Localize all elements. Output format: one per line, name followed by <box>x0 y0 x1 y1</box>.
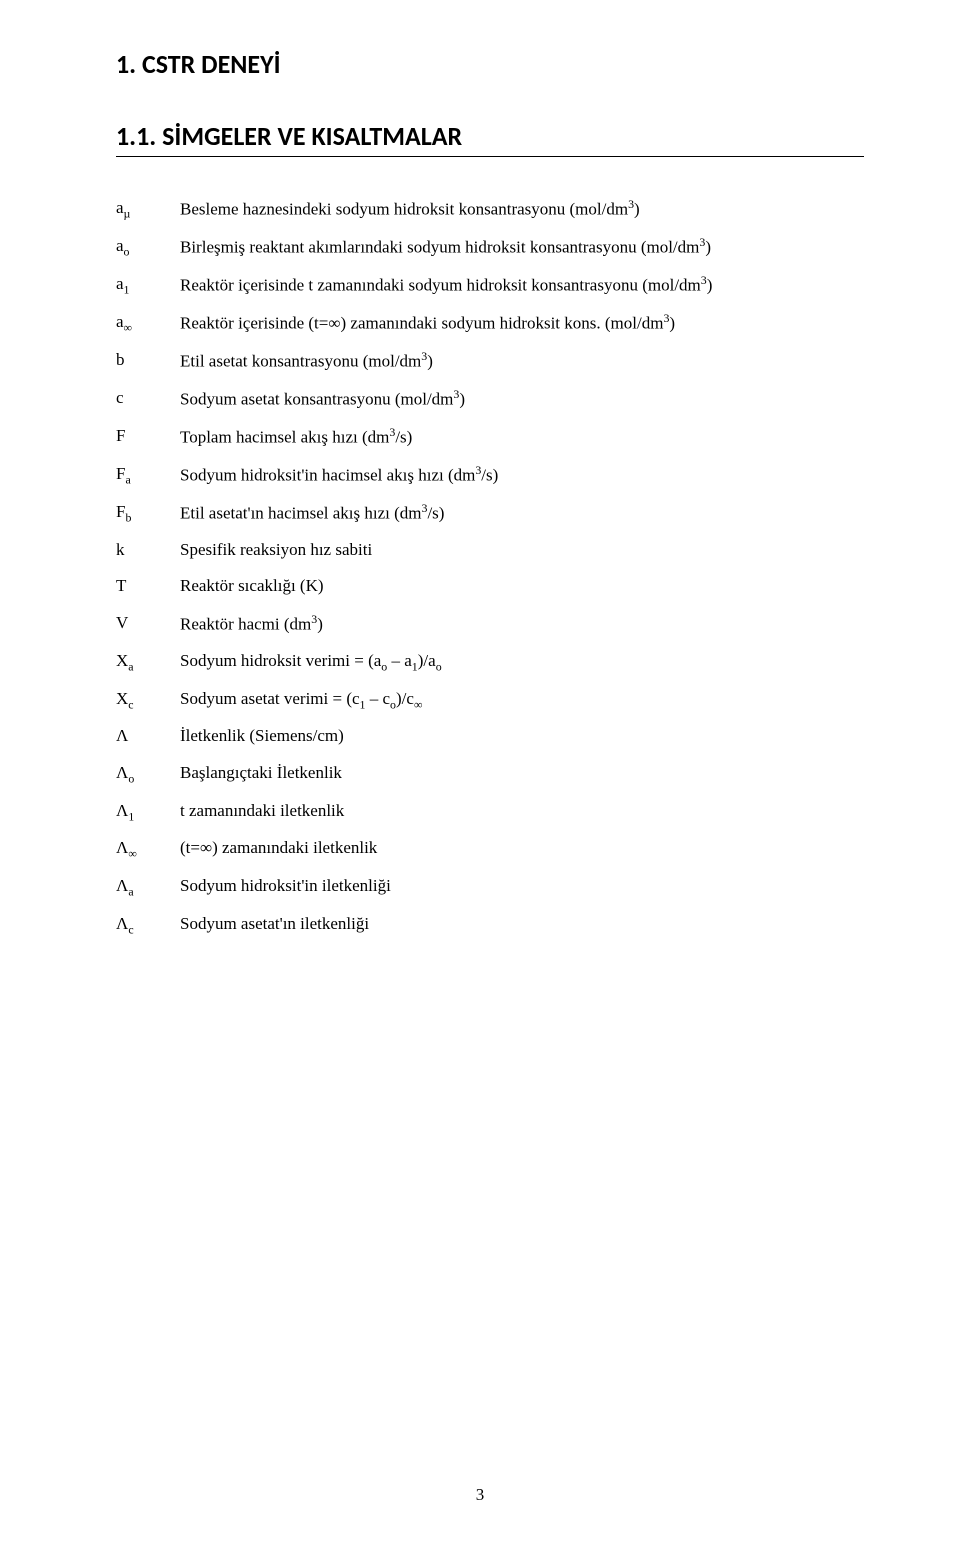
description-cell: Sodyum asetat konsantrasyonu (mol/dm3) <box>180 385 864 423</box>
symbol-row: bEtil asetat konsantrasyonu (mol/dm3) <box>116 347 864 385</box>
symbol-row: a1Reaktör içerisinde t zamanındaki sodyu… <box>116 271 864 309</box>
symbol-cell: F <box>116 423 180 461</box>
symbol-row: ΛoBaşlangıçtaki İletkenlik <box>116 760 864 798</box>
symbol-row: cSodyum asetat konsantrasyonu (mol/dm3) <box>116 385 864 423</box>
symbol-row: FbEtil asetat'ın hacimsel akış hızı (dm3… <box>116 499 864 537</box>
description-cell: Başlangıçtaki İletkenlik <box>180 760 864 798</box>
symbol-cell: Xc <box>116 686 180 724</box>
symbol-row: ΛaSodyum hidroksit'in iletkenliği <box>116 873 864 911</box>
symbol-cell: Λc <box>116 911 180 949</box>
symbol-row: Λ∞(t=∞) zamanındaki iletkenlik <box>116 835 864 873</box>
symbol-row: XcSodyum asetat verimi = (c1 – co)/c∞ <box>116 686 864 724</box>
symbol-cell: k <box>116 537 180 573</box>
symbol-row: Λ1t zamanındaki iletkenlik <box>116 798 864 836</box>
symbol-cell: a∞ <box>116 309 180 347</box>
description-cell: Sodyum asetat'ın iletkenliği <box>180 911 864 949</box>
symbol-cell: T <box>116 573 180 609</box>
symbol-cell: aµ <box>116 195 180 233</box>
symbol-cell: Λ∞ <box>116 835 180 873</box>
symbol-row: FaSodyum hidroksit'in hacimsel akış hızı… <box>116 461 864 499</box>
description-cell: Etil asetat konsantrasyonu (mol/dm3) <box>180 347 864 385</box>
description-cell: İletkenlik (Siemens/cm) <box>180 723 864 759</box>
description-cell: Spesifik reaksiyon hız sabiti <box>180 537 864 573</box>
description-cell: Birleşmiş reaktant akımlarındaki sodyum … <box>180 233 864 271</box>
description-cell: t zamanındaki iletkenlik <box>180 798 864 836</box>
page-number: 3 <box>0 1485 960 1505</box>
description-cell: (t=∞) zamanındaki iletkenlik <box>180 835 864 873</box>
description-cell: Reaktör içerisinde (t=∞) zamanındaki sod… <box>180 309 864 347</box>
symbol-row: a∞Reaktör içerisinde (t=∞) zamanındaki s… <box>116 309 864 347</box>
symbol-cell: ao <box>116 233 180 271</box>
symbol-row: ΛcSodyum asetat'ın iletkenliği <box>116 911 864 949</box>
symbol-row: aµBesleme haznesindeki sodyum hidroksit … <box>116 195 864 233</box>
symbol-cell: V <box>116 610 180 648</box>
description-cell: Sodyum hidroksit'in hacimsel akış hızı (… <box>180 461 864 499</box>
symbol-cell: Λ <box>116 723 180 759</box>
symbol-row: kSpesifik reaksiyon hız sabiti <box>116 537 864 573</box>
symbol-cell: Fa <box>116 461 180 499</box>
symbols-table: aµBesleme haznesindeki sodyum hidroksit … <box>116 195 864 949</box>
symbol-cell: Λo <box>116 760 180 798</box>
symbol-cell: a1 <box>116 271 180 309</box>
symbol-cell: b <box>116 347 180 385</box>
description-cell: Toplam hacimsel akış hızı (dm3/s) <box>180 423 864 461</box>
symbol-row: TReaktör sıcaklığı (K) <box>116 573 864 609</box>
description-cell: Etil asetat'ın hacimsel akış hızı (dm3/s… <box>180 499 864 537</box>
description-cell: Reaktör hacmi (dm3) <box>180 610 864 648</box>
description-cell: Sodyum hidroksit'in iletkenliği <box>180 873 864 911</box>
symbol-row: VReaktör hacmi (dm3) <box>116 610 864 648</box>
symbol-cell: Fb <box>116 499 180 537</box>
symbol-row: XaSodyum hidroksit verimi = (ao – a1)/ao <box>116 648 864 686</box>
symbol-row: Λİletkenlik (Siemens/cm) <box>116 723 864 759</box>
description-cell: Sodyum hidroksit verimi = (ao – a1)/ao <box>180 648 864 686</box>
description-cell: Besleme haznesindeki sodyum hidroksit ko… <box>180 195 864 233</box>
symbol-row: FToplam hacimsel akış hızı (dm3/s) <box>116 423 864 461</box>
section-title: 1.1. SİMGELER VE KISALTMALAR <box>116 120 864 157</box>
description-cell: Sodyum asetat verimi = (c1 – co)/c∞ <box>180 686 864 724</box>
symbol-cell: Xa <box>116 648 180 686</box>
symbol-cell: Λ1 <box>116 798 180 836</box>
symbol-cell: c <box>116 385 180 423</box>
description-cell: Reaktör içerisinde t zamanındaki sodyum … <box>180 271 864 309</box>
symbol-cell: Λa <box>116 873 180 911</box>
document-title: 1. CSTR DENEYİ <box>116 48 864 80</box>
symbol-row: aoBirleşmiş reaktant akımlarındaki sodyu… <box>116 233 864 271</box>
description-cell: Reaktör sıcaklığı (K) <box>180 573 864 609</box>
